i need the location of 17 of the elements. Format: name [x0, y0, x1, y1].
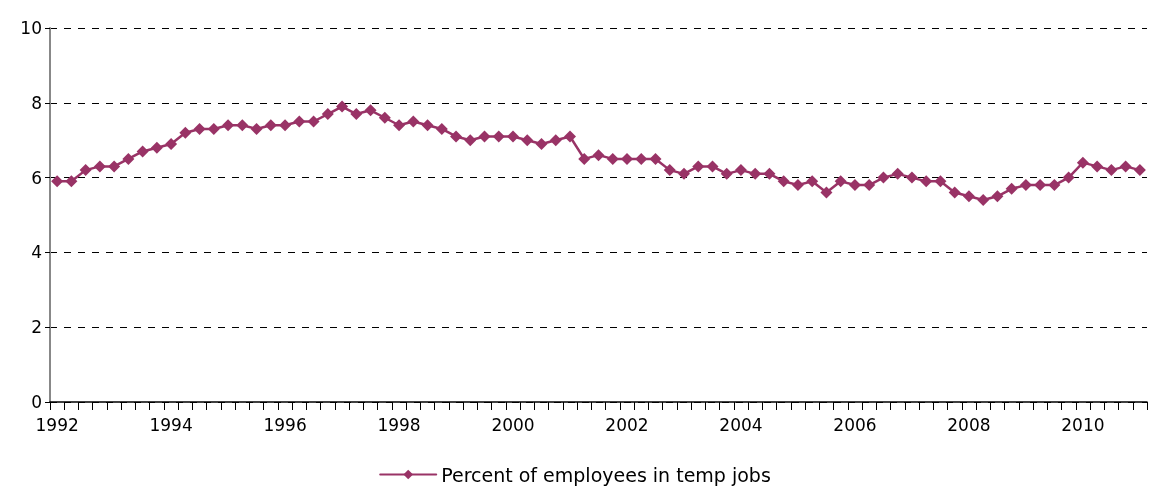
y-tick-label: 6	[31, 167, 42, 188]
y-tick-label: 0	[31, 392, 42, 412]
x-tick-label: 2008	[947, 414, 991, 435]
x-tick-label: 2006	[833, 414, 877, 435]
legend-label: Percent of employees in temp jobs	[441, 463, 771, 486]
y-tick-label: 10	[20, 18, 42, 38]
x-tick-label: 1998	[377, 414, 421, 435]
x-tick-label: 2010	[1061, 414, 1105, 435]
x-tick-label: 2000	[491, 414, 535, 435]
y-tick-label: 8	[31, 92, 42, 113]
x-tick-label: 2002	[605, 414, 649, 435]
y-tick-label: 4	[31, 242, 42, 263]
x-tick-label: 1996	[263, 414, 307, 435]
x-tick-label: 1992	[35, 414, 79, 435]
x-tick-label: 2004	[719, 414, 763, 435]
y-tick-label: 2	[31, 317, 42, 338]
x-tick-label: 1994	[149, 414, 193, 435]
